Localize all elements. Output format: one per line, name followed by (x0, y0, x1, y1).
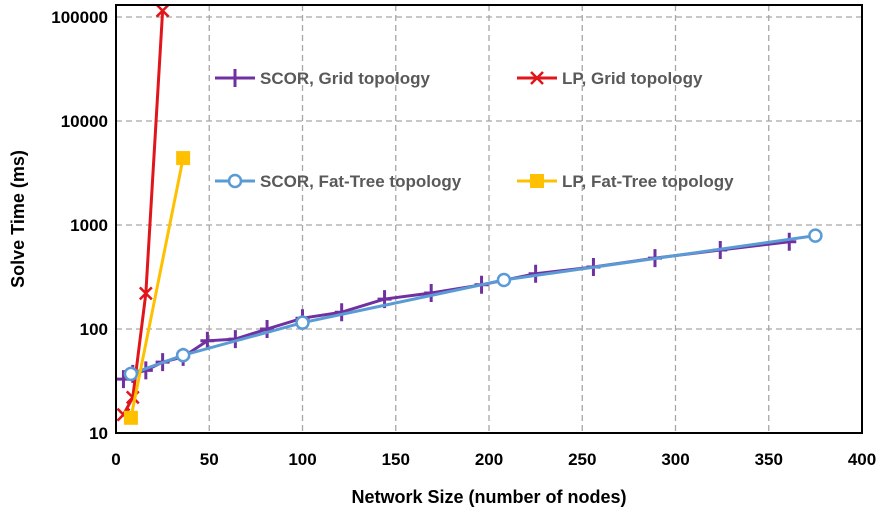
series-layer (116, 5, 823, 425)
x-tick-label: 50 (200, 450, 219, 469)
legend-label: SCOR, Fat-Tree topology (260, 172, 462, 191)
y-tick-label: 10 (89, 424, 108, 443)
legend-label: LP, Grid topology (562, 69, 703, 88)
x-tick-label: 300 (661, 450, 689, 469)
series-lp-fat-tree-topology (123, 151, 191, 425)
circle-marker (227, 173, 243, 189)
x-marker (138, 286, 153, 301)
gridlines (116, 5, 862, 433)
legend: SCOR, Grid topology LP, Grid topology SCOR… (215, 69, 734, 191)
x-tick-label: 0 (111, 450, 120, 469)
legend-item: LP, Fat-Tree topology (517, 172, 734, 191)
y-axis-title: Solve Time (ms) (8, 150, 28, 288)
legend-label: SCOR, Grid topology (260, 69, 431, 88)
x-axis-title: Network Size (number of nodes) (351, 487, 626, 507)
x-tick-label: 100 (288, 450, 316, 469)
legend-label: LP, Fat-Tree topology (562, 172, 734, 191)
x-tick-label: 350 (755, 450, 783, 469)
x-tick-label: 200 (475, 450, 503, 469)
y-tick-label: 100 (80, 320, 108, 339)
plus-marker (200, 331, 215, 350)
plot-frame (115, 4, 863, 434)
legend-item: SCOR, Grid topology (215, 69, 431, 88)
series-line (129, 157, 185, 419)
series-line (130, 234, 816, 376)
legend-item: LP, Grid topology (517, 69, 703, 88)
circle-marker (123, 366, 139, 382)
x-tick-label: 150 (382, 450, 410, 469)
x-marker (530, 71, 544, 85)
x-tick-label: 400 (848, 450, 876, 469)
circle-marker (808, 228, 823, 243)
plus-marker (228, 69, 242, 87)
square-marker (123, 410, 138, 425)
square-marker (176, 151, 191, 166)
series-scor-fat-tree-topology (123, 228, 823, 382)
y-tick-label: 1000 (70, 216, 108, 235)
series-line (122, 240, 790, 381)
plus-marker (260, 320, 275, 338)
legend-item: SCOR, Fat-Tree topology (215, 172, 462, 191)
circle-marker (496, 272, 512, 288)
plus-marker (782, 232, 797, 251)
circle-marker (175, 347, 191, 363)
y-tick-label: 10000 (61, 112, 108, 131)
tick-labels: 0 50 100 150 200 250 300 350 400 10 100 1000 10000 10… (51, 8, 876, 469)
square-marker (530, 174, 544, 188)
y-tick-label: 100000 (51, 8, 108, 27)
x-tick-label: 250 (568, 450, 596, 469)
circle-marker (295, 315, 310, 330)
series-line (122, 10, 165, 416)
x-marker (155, 5, 170, 18)
series-scor-grid-topology (116, 232, 797, 389)
